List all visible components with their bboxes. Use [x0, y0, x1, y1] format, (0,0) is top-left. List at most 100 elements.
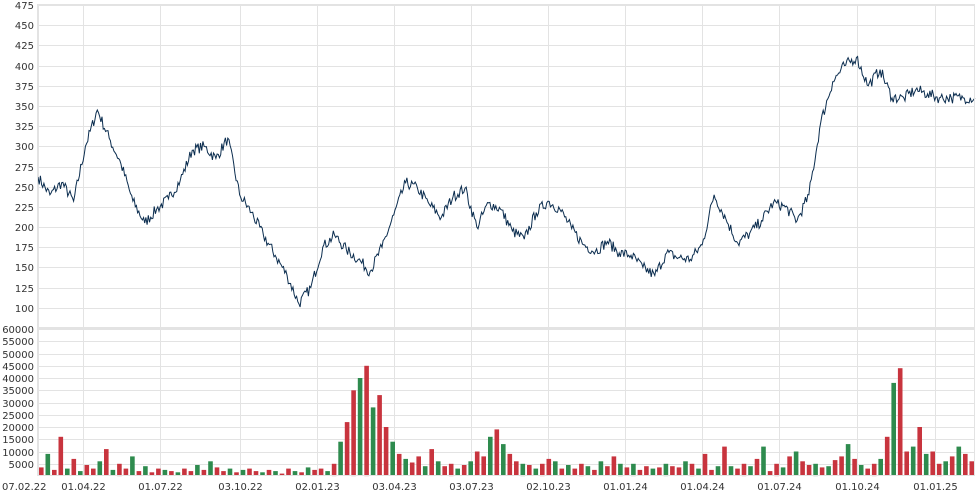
- volume-bar: [260, 472, 265, 476]
- volume-tick-label: 25000: [2, 411, 34, 422]
- volume-tick-label: 55000: [2, 337, 34, 348]
- volume-bar: [910, 446, 916, 476]
- volume-bar: [312, 469, 317, 476]
- volume-bar: [481, 456, 486, 476]
- volume-bar: [299, 472, 304, 476]
- volume-bar: [806, 465, 812, 476]
- volume-frame: [37, 328, 975, 476]
- volume-bar: [559, 468, 565, 476]
- volume-bar: [611, 456, 617, 476]
- volume-tick-label: 50000: [2, 350, 34, 361]
- volume-bar: [956, 446, 962, 476]
- volume-bar: [715, 466, 721, 476]
- volume-bar: [214, 467, 220, 476]
- volume-bar: [722, 446, 727, 476]
- volume-bar: [292, 471, 298, 476]
- volume-tick-label: 60000: [2, 325, 34, 336]
- volume-grid: [38, 329, 975, 476]
- volume-bar: [533, 468, 539, 476]
- volume-bar: [435, 461, 441, 476]
- volume-tick-label: 15000: [2, 435, 34, 446]
- volume-bar: [930, 451, 935, 476]
- date-tick-label: 01.07.22: [138, 482, 183, 493]
- volume-bar: [748, 466, 753, 476]
- volume-bar: [409, 462, 415, 476]
- volume-bar: [774, 463, 779, 477]
- volume-bar: [344, 422, 350, 476]
- volume-bar: [624, 467, 630, 476]
- volume-bar: [318, 468, 324, 476]
- volume-bar: [396, 453, 402, 476]
- price-tick-label: 100: [15, 304, 34, 315]
- price-tick-label: 250: [15, 183, 34, 194]
- volume-bar: [240, 469, 246, 476]
- price-tick-label: 275: [15, 163, 34, 174]
- date-tick-label: 01.04.24: [680, 482, 725, 493]
- volume-bar: [819, 467, 825, 476]
- date-tick-label: 01.10.24: [835, 482, 880, 493]
- volume-bar: [702, 453, 708, 476]
- volume-tick-label: 10000: [2, 448, 34, 459]
- volume-bar: [540, 463, 545, 477]
- volume-bar: [279, 473, 285, 476]
- volume-bar: [670, 466, 675, 476]
- price-y-axis: 100 125 150 175 200 225 250 275 300 325 350 375 400 4…: [15, 1, 34, 315]
- volume-bar: [793, 451, 799, 476]
- volume-tick-label: 40000: [2, 374, 34, 385]
- volume-tick-label: 20000: [2, 423, 34, 434]
- volume-bar: [286, 468, 291, 476]
- volume-bar: [429, 449, 434, 476]
- volume-bar: [208, 461, 213, 476]
- volume-bar: [605, 466, 610, 476]
- volume-bar: [448, 463, 454, 477]
- volume-bar: [579, 463, 584, 477]
- volume-bar: [488, 436, 493, 476]
- volume-bar: [136, 471, 142, 476]
- price-panel: 100 125 150 175 200 225 250 275 300 325 350 375 400 4…: [15, 1, 976, 328]
- date-tick-label: 03.10.22: [218, 482, 263, 493]
- volume-bar: [963, 453, 968, 476]
- volume-bar: [878, 458, 883, 476]
- volume-bar: [520, 463, 526, 477]
- price-tick-label: 425: [15, 41, 34, 52]
- volume-bar: [325, 471, 330, 476]
- volume-bar: [383, 427, 389, 476]
- volume-bar: [943, 461, 948, 476]
- volume-bar: [442, 466, 447, 476]
- volume-bar: [331, 463, 337, 477]
- price-line: [37, 55, 976, 308]
- volume-bar: [858, 465, 864, 476]
- volume-bar: [156, 468, 161, 476]
- volume-bar: [227, 468, 233, 476]
- volume-bar: [897, 368, 903, 476]
- volume-bar: [780, 467, 786, 476]
- volume-bar: [696, 468, 701, 476]
- volume-bar: [39, 467, 44, 476]
- volume-bar: [474, 451, 480, 476]
- volume-tick-label: 45000: [2, 362, 34, 373]
- volume-bar: [117, 463, 122, 477]
- volume-bar: [618, 463, 623, 477]
- volume-bar: [58, 436, 64, 476]
- volume-bar: [169, 471, 174, 476]
- date-tick-label: 03.04.23: [372, 482, 417, 493]
- volume-bar: [494, 429, 500, 476]
- volume-bar: [162, 469, 168, 476]
- volume-bar: [71, 458, 77, 476]
- volume-bar: [149, 472, 155, 476]
- price-tick-label: 350: [15, 102, 34, 113]
- volume-bar: [839, 456, 844, 476]
- price-tick-label: 475: [15, 1, 34, 12]
- date-tick-label: 07.02.22: [2, 482, 47, 493]
- price-tick-label: 150: [15, 263, 34, 274]
- volume-bar: [234, 472, 239, 476]
- volume-bar: [351, 390, 356, 477]
- volume-bar: [253, 471, 259, 476]
- volume-bar: [507, 453, 513, 476]
- volume-bar: [917, 427, 922, 476]
- volume-bar: [195, 465, 200, 476]
- volume-bar: [370, 407, 376, 476]
- date-x-axis: 07.02.22 01.04.22 01.07.22 03.10.22 02.01.23…: [2, 482, 958, 493]
